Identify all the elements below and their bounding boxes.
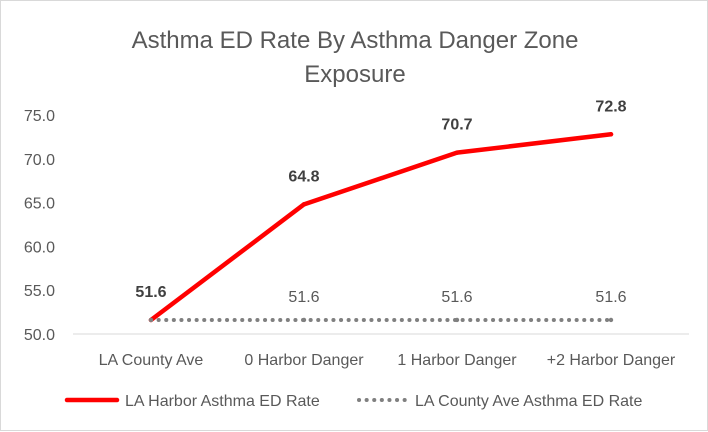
data-label: 51.6 bbox=[595, 289, 626, 306]
x-tick-label: LA County Ave bbox=[99, 352, 204, 369]
x-tick-label: +2 Harbor Danger bbox=[547, 352, 676, 369]
data-point bbox=[454, 150, 460, 155]
y-tick-label: 70.0 bbox=[24, 152, 55, 169]
data-label: 51.6 bbox=[135, 284, 166, 301]
data-point bbox=[454, 317, 460, 323]
data-point bbox=[301, 202, 307, 207]
data-label: 51.6 bbox=[288, 289, 319, 306]
y-tick-label: 65.0 bbox=[24, 196, 55, 213]
y-tick-label: 50.0 bbox=[24, 327, 55, 344]
data-point bbox=[608, 317, 614, 323]
y-tick-label: 75.0 bbox=[24, 108, 55, 125]
data-label: 70.7 bbox=[441, 117, 472, 134]
data-point bbox=[301, 317, 307, 323]
series-line-0 bbox=[148, 132, 614, 323]
data-point bbox=[608, 132, 614, 137]
x-tick-label: 1 Harbor Danger bbox=[397, 352, 517, 369]
data-point bbox=[148, 317, 154, 323]
chart-title-line: Asthma ED Rate By Asthma Danger Zone bbox=[132, 27, 579, 54]
chart-title-line: Exposure bbox=[304, 61, 405, 88]
y-tick-label: 55.0 bbox=[24, 283, 55, 300]
y-tick-label: 60.0 bbox=[24, 239, 55, 256]
x-tick-label: 0 Harbor Danger bbox=[244, 352, 364, 369]
legend-label: LA County Ave Asthma ED Rate bbox=[415, 393, 642, 410]
data-label: 51.6 bbox=[441, 289, 472, 306]
data-label: 64.8 bbox=[288, 168, 319, 185]
legend-label: LA Harbor Asthma ED Rate bbox=[125, 393, 320, 410]
data-label: 72.8 bbox=[595, 98, 626, 115]
